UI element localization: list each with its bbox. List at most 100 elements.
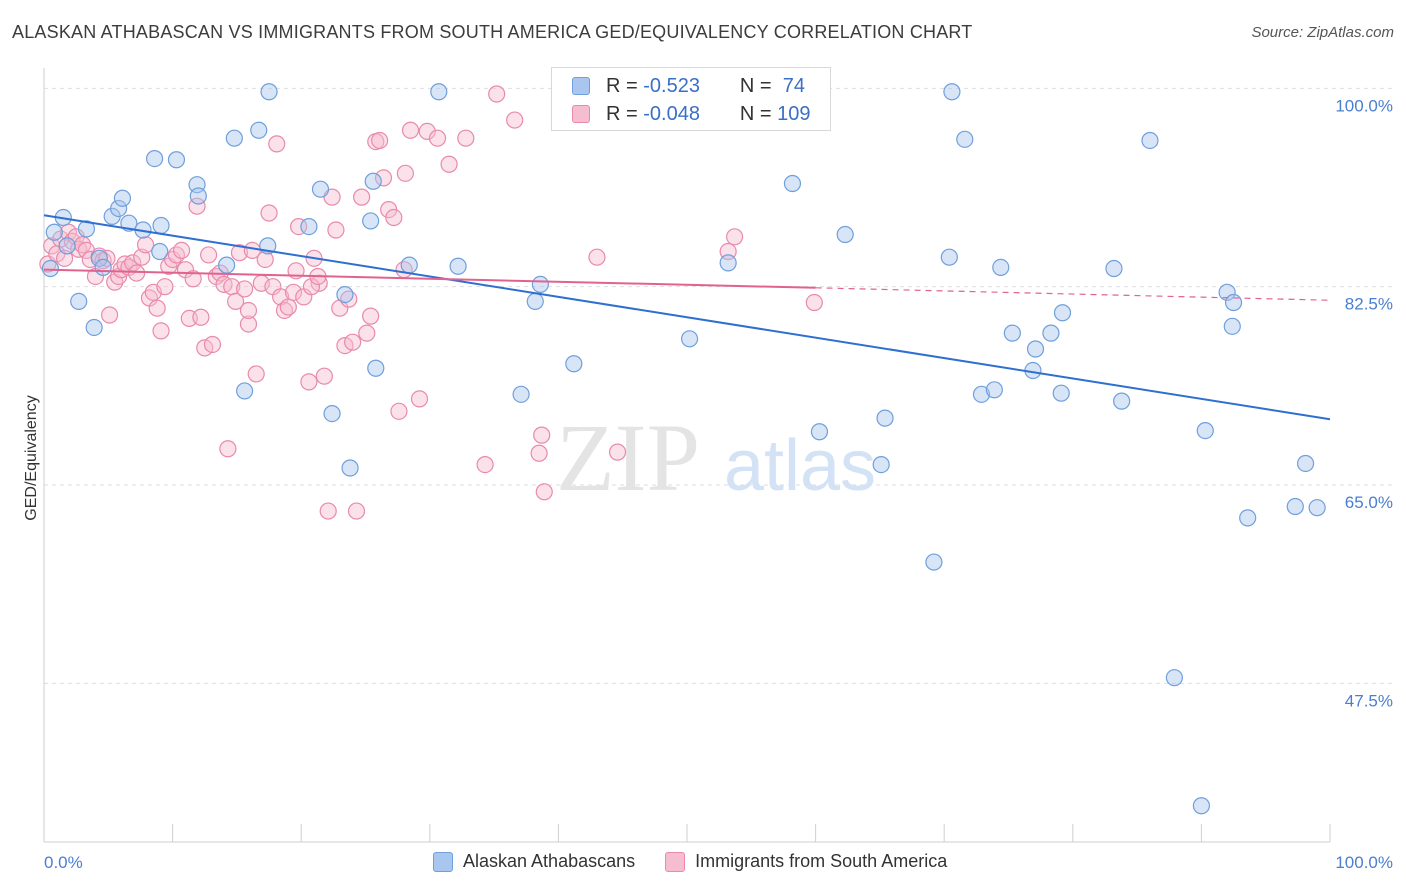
data-point-athabascans [719,254,737,272]
r-value: -0.048 [643,102,700,125]
data-point-immigrants [315,367,333,385]
series-legend: Alaskan Athabascans Immigrants from Sout… [433,851,977,872]
data-point-athabascans [109,199,128,218]
data-point-athabascans [1192,797,1211,815]
data-point-immigrants [401,121,420,139]
data-point-athabascans [992,258,1010,276]
data-point-immigrants [440,155,458,173]
trend-line-immigrants [43,268,816,289]
data-point-athabascans [250,121,268,139]
data-point-athabascans [1308,499,1326,517]
data-point-athabascans [323,405,341,423]
swatch-blue [572,77,590,95]
data-point-athabascans [1286,497,1304,516]
data-point-athabascans [1165,669,1183,687]
data-point-athabascans [1042,324,1060,342]
data-point-immigrants [362,307,380,325]
data-point-athabascans [531,275,549,293]
data-point-immigrants [347,502,366,520]
n-value: 109 [777,102,811,125]
data-point-immigrants [219,440,237,458]
data-point-immigrants [506,111,524,129]
data-point-immigrants [588,248,606,266]
data-point-athabascans [972,385,991,403]
data-point-athabascans [680,330,699,348]
data-point-immigrants [148,299,166,317]
x-tick-label: 100.0% [1335,853,1393,872]
data-point-athabascans [300,218,318,236]
series-alaskan-athabascans [41,83,1326,815]
data-point-immigrants [535,483,553,501]
data-point-immigrants [418,122,436,140]
data-point-athabascans [872,456,890,474]
n-value: 74 [782,74,805,97]
data-point-immigrants [268,135,286,153]
data-point-athabascans [449,257,467,275]
y-tick-label: 47.5% [1345,691,1393,710]
data-point-immigrants [327,221,345,239]
data-point-athabascans [311,180,330,198]
y-tick-label: 100.0% [1335,96,1393,115]
data-point-immigrants [156,278,174,296]
data-point-immigrants [203,335,222,354]
data-point-athabascans [1196,422,1214,440]
swatch-pink [572,105,590,123]
tick-labels: 100.0% 82.5% 65.0% 47.5% 0.0% 100.0% [44,96,1393,872]
data-point-immigrants [300,373,318,391]
watermark-atlas: atlas [724,426,876,506]
data-point-athabascans [152,216,170,235]
data-point-immigrants [428,129,447,147]
legend-label: Immigrants from South America [695,851,948,871]
data-point-athabascans [925,553,943,571]
data-point-immigrants [239,315,258,333]
data-point-athabascans [526,292,544,310]
data-point-immigrants [239,301,258,320]
data-point-immigrants [457,129,475,147]
data-point-immigrants [230,244,249,262]
trend-line-athabascans [43,214,1331,421]
data-point-athabascans [1113,392,1131,410]
data-point-athabascans [400,256,418,274]
data-point-immigrants [136,236,155,254]
data-point-immigrants [805,293,823,312]
data-point-athabascans [1218,283,1236,301]
data-point-athabascans [1003,324,1021,342]
data-point-immigrants [247,365,265,383]
data-point-athabascans [362,212,380,230]
data-point-athabascans [1296,454,1315,473]
data-point-athabascans [810,423,829,441]
data-point-immigrants [396,164,414,182]
data-point-immigrants [173,241,191,259]
data-point-athabascans [565,355,583,373]
data-point-immigrants [608,443,627,461]
data-point-immigrants [302,278,321,296]
data-point-immigrants [319,502,337,520]
data-point-immigrants [530,444,548,462]
data-point-athabascans [58,237,76,255]
data-point-athabascans [876,409,894,427]
data-point-athabascans [151,242,169,261]
data-point-immigrants [284,283,303,301]
n-label: N = [739,102,772,125]
r-value: -0.523 [643,74,700,97]
data-point-athabascans [1223,317,1241,335]
data-point-immigrants [353,188,371,206]
r-label: R = [606,102,638,125]
data-point-athabascans [1105,259,1123,278]
watermark: ZIP atlas [556,404,876,511]
data-point-immigrants [167,246,186,264]
r-label: R = [606,74,638,97]
data-point-immigrants [374,169,393,187]
chart-title: ALASKAN ATHABASCAN VS IMMIGRANTS FROM SO… [12,22,973,42]
axes [43,68,1331,843]
data-point-athabascans [367,359,385,377]
legend-swatch-pink [665,851,686,872]
data-point-athabascans [783,174,802,193]
data-point-athabascans [167,151,186,169]
data-point-immigrants [371,131,389,150]
data-point-immigrants [476,456,494,474]
data-point-immigrants [344,333,362,351]
data-point-athabascans [85,318,103,337]
data-point-athabascans [336,286,354,304]
